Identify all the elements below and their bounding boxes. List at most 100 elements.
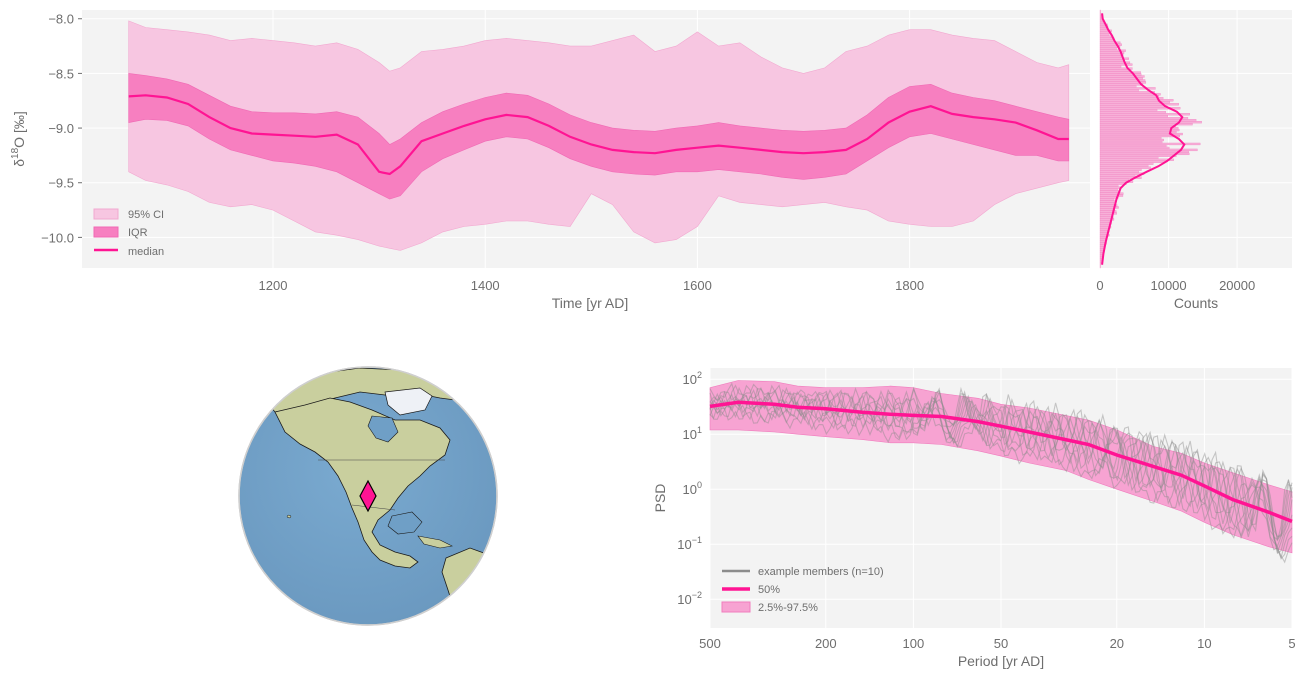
histogram-bar	[1099, 69, 1132, 72]
legend-label-members: example members (n=10)	[758, 566, 884, 578]
histogram-bar	[1099, 186, 1121, 189]
x-tick-label: 20000	[1219, 278, 1255, 293]
histogram-bar	[1099, 172, 1145, 175]
histogram-bar	[1099, 200, 1116, 203]
histogram-x-ticks: 0 10000 20000	[1096, 278, 1255, 293]
caribbean-islands	[417, 535, 453, 549]
psd-y-ticks: 102 101 100 10−1 10−2	[677, 370, 702, 607]
y-tick-label: 10−1	[677, 535, 702, 552]
histogram-bar	[1099, 83, 1144, 86]
histogram-bar	[1099, 196, 1119, 199]
histogram-bar	[1099, 265, 1101, 269]
histogram-bar	[1099, 115, 1169, 118]
hawaii	[286, 514, 292, 519]
histogram-bar	[1099, 95, 1159, 98]
histogram-bar	[1099, 246, 1104, 249]
globe-outline	[238, 366, 498, 626]
time-series-legend: 95% CI IQR median	[93, 208, 164, 258]
histogram-bar	[1099, 228, 1109, 231]
median-line	[128, 94, 1069, 176]
histogram-bar	[1099, 263, 1101, 267]
histogram-bar	[1099, 206, 1119, 209]
x-tick-label: 1200	[259, 278, 288, 293]
x-tick-label: 50	[994, 636, 1008, 651]
histogram-bar	[1099, 35, 1114, 38]
legend-label-median: median	[128, 246, 164, 258]
histogram-bar	[1099, 49, 1126, 52]
histogram-bar	[1099, 202, 1115, 205]
histogram-x-label: Counts	[1174, 295, 1218, 311]
hudson-bay	[367, 415, 399, 443]
histogram-bar	[1099, 53, 1124, 56]
psd-2.5-97.5-band	[709, 380, 1293, 554]
site-marker-diamond	[359, 479, 377, 513]
histogram-bar	[1099, 138, 1164, 142]
histogram-bar	[1099, 93, 1161, 96]
psd-member-line	[709, 384, 1293, 539]
histogram-bar	[1099, 71, 1141, 74]
psd-member-line	[709, 382, 1293, 542]
psd-legend: example members (n=10) 50% 2.5%-97.5%	[721, 566, 884, 614]
legend-swatch-band	[721, 601, 751, 613]
us-mexico-border	[351, 504, 396, 511]
histogram-bar	[1099, 146, 1170, 150]
histogram-bar	[1099, 128, 1180, 132]
y-tick-label: 101	[683, 425, 702, 442]
legend-swatch-iqr	[93, 226, 119, 238]
y-tick-label: −8.0	[48, 12, 74, 27]
histogram-bar	[1099, 126, 1179, 130]
histogram-bar	[1099, 120, 1202, 124]
histogram-bar	[1099, 194, 1124, 197]
histogram-bar	[1099, 55, 1122, 58]
histogram-bar	[1099, 59, 1125, 62]
histogram-bar	[1099, 214, 1113, 217]
iqr-band	[128, 73, 1070, 200]
histogram-bar	[1099, 148, 1198, 152]
x-tick-label: 500	[699, 636, 721, 651]
histogram-bar	[1099, 162, 1154, 165]
histogram-bar	[1099, 109, 1158, 112]
histogram-bar	[1099, 208, 1115, 211]
histogram-bar	[1099, 65, 1122, 68]
histogram-bar	[1099, 150, 1189, 154]
histogram-bar	[1099, 91, 1155, 94]
histogram-bar	[1099, 103, 1179, 106]
x-tick-label: 20	[1110, 636, 1124, 651]
histogram-panel: 0 10000 20000 Counts	[1096, 9, 1292, 311]
north-america	[274, 397, 451, 569]
legend-swatch-ci95	[93, 208, 119, 220]
psd-member-line	[709, 391, 1293, 555]
histogram-bar	[1099, 174, 1136, 177]
x-tick-label: 100	[903, 636, 925, 651]
histogram-bar	[1099, 244, 1105, 247]
legend-label-iqr: IQR	[128, 227, 148, 239]
histogram-bar	[1099, 136, 1162, 140]
time-series-y-label: δ18O [‰]	[10, 111, 27, 166]
psd-x-label: Period [yr AD]	[958, 653, 1044, 669]
gulf-of-mexico	[387, 511, 423, 535]
histogram-bar	[1099, 27, 1108, 30]
x-tick-label: 10	[1197, 636, 1211, 651]
histogram-bar	[1099, 33, 1110, 36]
y-tick-label: 100	[683, 480, 702, 497]
y-tick-label: 10−2	[677, 590, 702, 607]
histogram-bar	[1099, 21, 1105, 25]
y-tick-label: −8.5	[48, 66, 74, 81]
histogram-bar	[1099, 168, 1142, 171]
time-series-panel: 1200 1400 1600 1800 −8.0 −8.5 −9.0 −9.5 −10.0 T…	[10, 10, 1090, 311]
y-tick-label: 102	[683, 370, 702, 387]
x-tick-label: 1600	[683, 278, 712, 293]
histogram-bar	[1099, 240, 1105, 243]
psd-member-line	[709, 388, 1293, 554]
histogram-bar	[1099, 63, 1133, 66]
x-tick-label: 1400	[471, 278, 500, 293]
histogram-bar	[1099, 37, 1115, 40]
psd-x-ticks: 500 200 100 50 20 10 5	[699, 636, 1295, 651]
histogram-bar	[1099, 134, 1180, 138]
histogram-bar	[1099, 39, 1116, 42]
time-series-y-ticks: −8.0 −8.5 −9.0 −9.5 −10.0	[41, 12, 82, 245]
south-america	[441, 547, 497, 625]
greenland	[384, 387, 433, 416]
histogram-bar	[1099, 188, 1118, 191]
psd-y-label: PSD	[652, 484, 668, 513]
